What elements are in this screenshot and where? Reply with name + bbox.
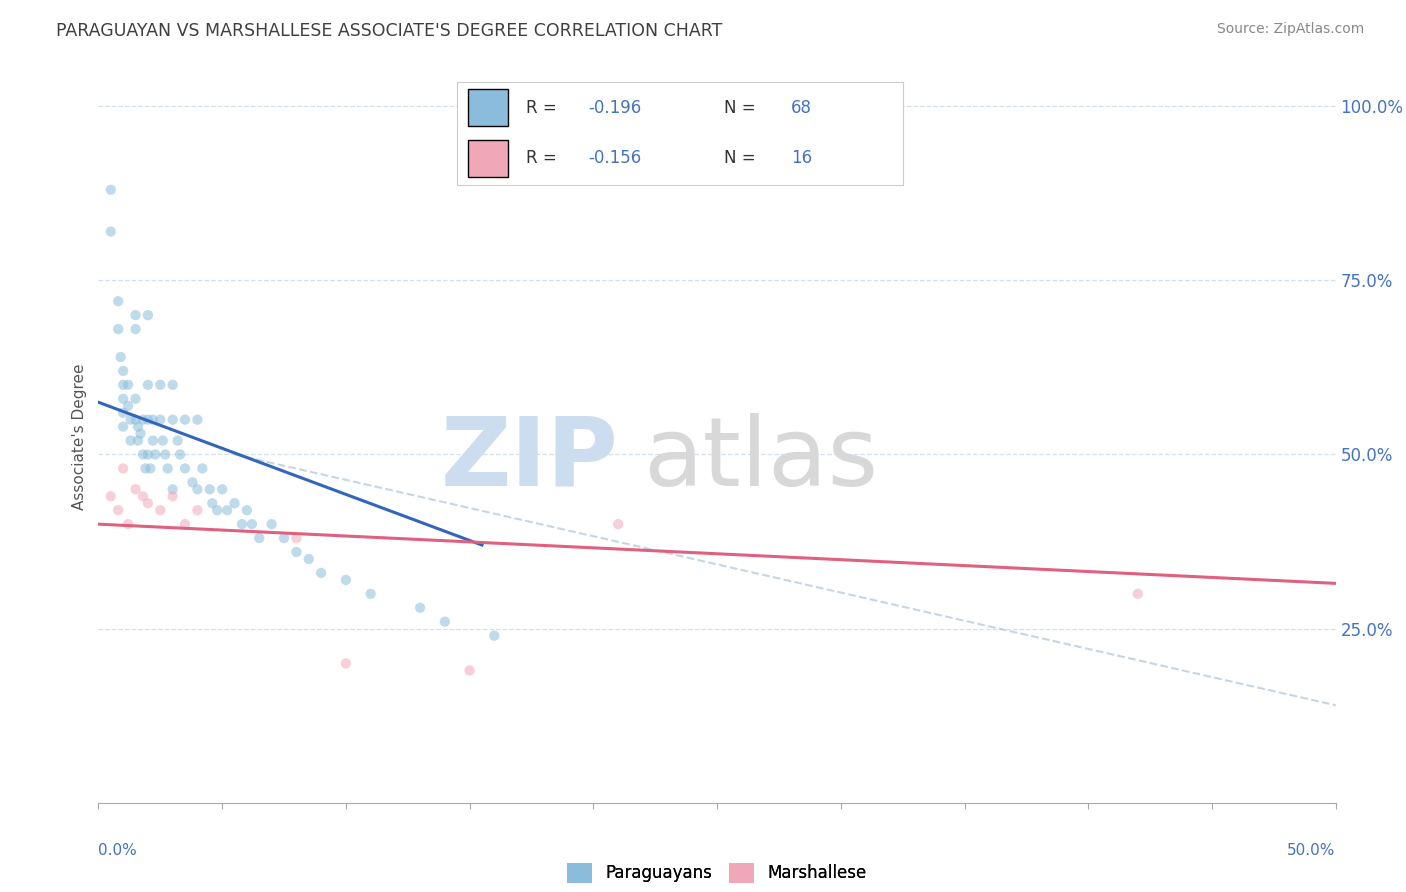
- Point: [132, 412, 155, 426]
- Point: [143, 448, 166, 462]
- Point: [162, 489, 184, 503]
- Point: [186, 503, 208, 517]
- Text: 0.0%: 0.0%: [98, 843, 138, 858]
- Point: [124, 308, 146, 322]
- Point: [132, 448, 155, 462]
- Point: [100, 183, 122, 197]
- Point: [110, 350, 132, 364]
- Point: [247, 531, 270, 545]
- Point: [127, 419, 149, 434]
- Point: [149, 377, 172, 392]
- Point: [120, 434, 142, 448]
- Point: [360, 587, 382, 601]
- Point: [181, 475, 204, 490]
- Point: [127, 434, 149, 448]
- Point: [162, 412, 184, 426]
- Point: [162, 377, 184, 392]
- Text: ZIP: ZIP: [440, 412, 619, 506]
- Point: [152, 434, 174, 448]
- Point: [191, 461, 214, 475]
- Point: [211, 483, 233, 497]
- Legend: Paraguayans, Marshallese: Paraguayans, Marshallese: [561, 856, 873, 889]
- Point: [186, 412, 208, 426]
- Point: [186, 483, 208, 497]
- Point: [136, 448, 159, 462]
- Point: [260, 517, 283, 532]
- Point: [240, 517, 263, 532]
- Text: Source: ZipAtlas.com: Source: ZipAtlas.com: [1216, 22, 1364, 37]
- Point: [139, 461, 162, 475]
- Point: [205, 503, 228, 517]
- Point: [107, 322, 129, 336]
- Point: [120, 412, 142, 426]
- Point: [117, 377, 139, 392]
- Point: [433, 615, 456, 629]
- Point: [458, 664, 481, 678]
- Point: [112, 461, 135, 475]
- Point: [107, 503, 129, 517]
- Point: [124, 412, 146, 426]
- Point: [273, 531, 295, 545]
- Point: [484, 629, 506, 643]
- Point: [112, 364, 135, 378]
- Point: [134, 461, 156, 475]
- Point: [132, 489, 155, 503]
- Point: [129, 426, 152, 441]
- Text: atlas: atlas: [643, 412, 877, 506]
- Point: [169, 448, 191, 462]
- Point: [409, 600, 432, 615]
- Point: [124, 322, 146, 336]
- Point: [100, 225, 122, 239]
- Point: [112, 406, 135, 420]
- Point: [298, 552, 321, 566]
- Point: [1126, 587, 1149, 601]
- Point: [236, 503, 259, 517]
- Point: [201, 496, 224, 510]
- Point: [124, 392, 146, 406]
- Point: [124, 483, 146, 497]
- Point: [112, 377, 135, 392]
- Point: [142, 412, 165, 426]
- Point: [117, 399, 139, 413]
- Point: [231, 517, 253, 532]
- Point: [117, 517, 139, 532]
- Point: [136, 496, 159, 510]
- Point: [149, 503, 172, 517]
- Point: [100, 489, 122, 503]
- Point: [142, 434, 165, 448]
- Point: [112, 392, 135, 406]
- Point: [224, 496, 246, 510]
- Point: [607, 517, 630, 532]
- Point: [217, 503, 239, 517]
- Point: [149, 412, 172, 426]
- Point: [174, 461, 197, 475]
- Text: 50.0%: 50.0%: [1288, 843, 1336, 858]
- Y-axis label: Associate's Degree: Associate's Degree: [72, 364, 87, 510]
- Point: [136, 412, 159, 426]
- Point: [107, 294, 129, 309]
- Point: [112, 419, 135, 434]
- Point: [285, 545, 308, 559]
- Point: [285, 531, 308, 545]
- Point: [309, 566, 332, 580]
- Point: [174, 517, 197, 532]
- Text: PARAGUAYAN VS MARSHALLESE ASSOCIATE'S DEGREE CORRELATION CHART: PARAGUAYAN VS MARSHALLESE ASSOCIATE'S DE…: [56, 22, 723, 40]
- Point: [162, 483, 184, 497]
- Point: [166, 434, 188, 448]
- Point: [174, 412, 197, 426]
- Point: [136, 308, 159, 322]
- Point: [335, 657, 357, 671]
- Point: [155, 448, 177, 462]
- Point: [136, 377, 159, 392]
- Point: [156, 461, 179, 475]
- Point: [335, 573, 357, 587]
- Point: [198, 483, 221, 497]
